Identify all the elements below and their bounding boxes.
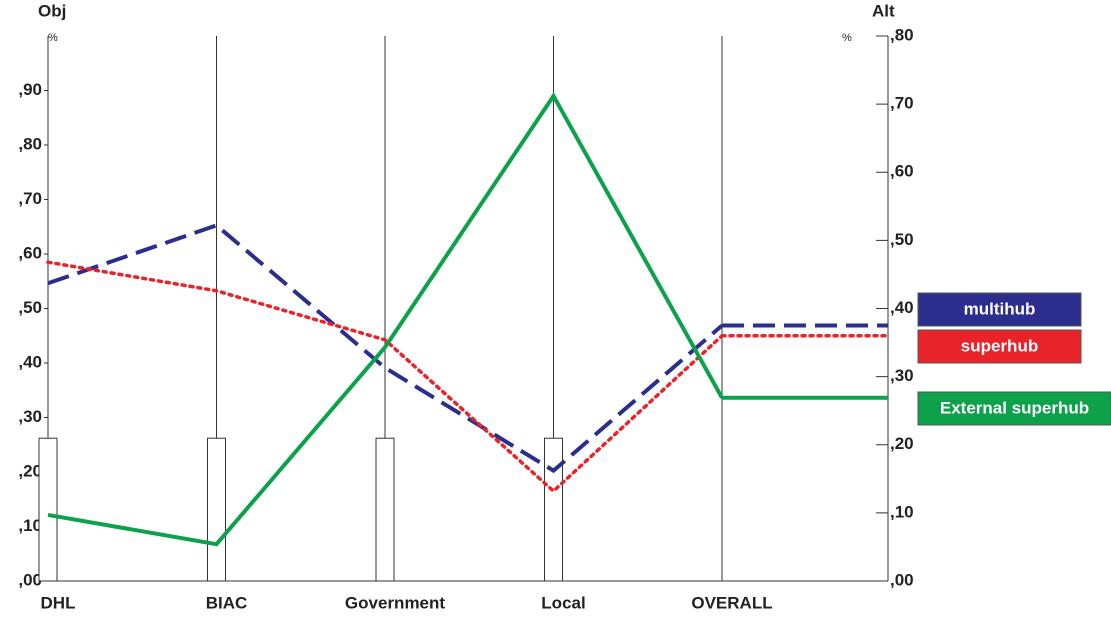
y2-unit: % [842, 32, 852, 44]
y-tick-label: ,40 [18, 352, 42, 371]
y2-tick-label: ,30 [890, 366, 914, 385]
y2-tick-label: ,00 [890, 570, 914, 589]
y-tick-label: ,20 [18, 461, 42, 480]
y-unit: % [48, 32, 58, 44]
y2-tick-label: ,60 [890, 162, 914, 181]
y-tick-label: ,10 [18, 516, 42, 535]
series-line [46, 260, 724, 494]
y-axis-label: Obj [38, 1, 66, 20]
y2-tick-label: ,20 [890, 434, 914, 453]
legend-box [917, 292, 1082, 327]
x-tick-label: Local [541, 593, 585, 612]
x-tick-label: DHL [41, 593, 76, 612]
weight-bar [207, 437, 226, 582]
y2-tick-label: ,70 [890, 94, 914, 113]
weight-bar [38, 437, 58, 582]
y2-tick-label: ,10 [890, 502, 914, 521]
series-line [47, 92, 724, 547]
legend-label: External superhub [940, 398, 1089, 417]
y-tick-label: ,90 [18, 80, 42, 99]
y2-tick-label: ,50 [890, 230, 914, 249]
y2-tick-label: ,40 [890, 298, 914, 317]
weight-bar [544, 437, 563, 582]
y-tick-label: ,00 [18, 570, 42, 589]
y-tick-label: ,80 [18, 134, 42, 153]
x-tick-label: OVERALL [691, 593, 772, 612]
legend-label: multihub [964, 299, 1036, 318]
x-tick-label: Government [345, 593, 445, 612]
weight-bar [375, 437, 395, 582]
y-tick-label: ,70 [18, 189, 42, 208]
legend-box [917, 391, 1111, 426]
y-tick-label: ,30 [18, 407, 42, 426]
legend-label: superhub [961, 336, 1038, 355]
y-tick-label: ,60 [18, 243, 42, 262]
x-tick-label: BIAC [206, 593, 248, 612]
y-tick-label: ,50 [18, 298, 42, 317]
series-line [47, 223, 724, 474]
y2-axis-label: Alt [872, 1, 895, 20]
legend-box [917, 329, 1082, 364]
y2-tick-label: ,80 [890, 25, 914, 44]
